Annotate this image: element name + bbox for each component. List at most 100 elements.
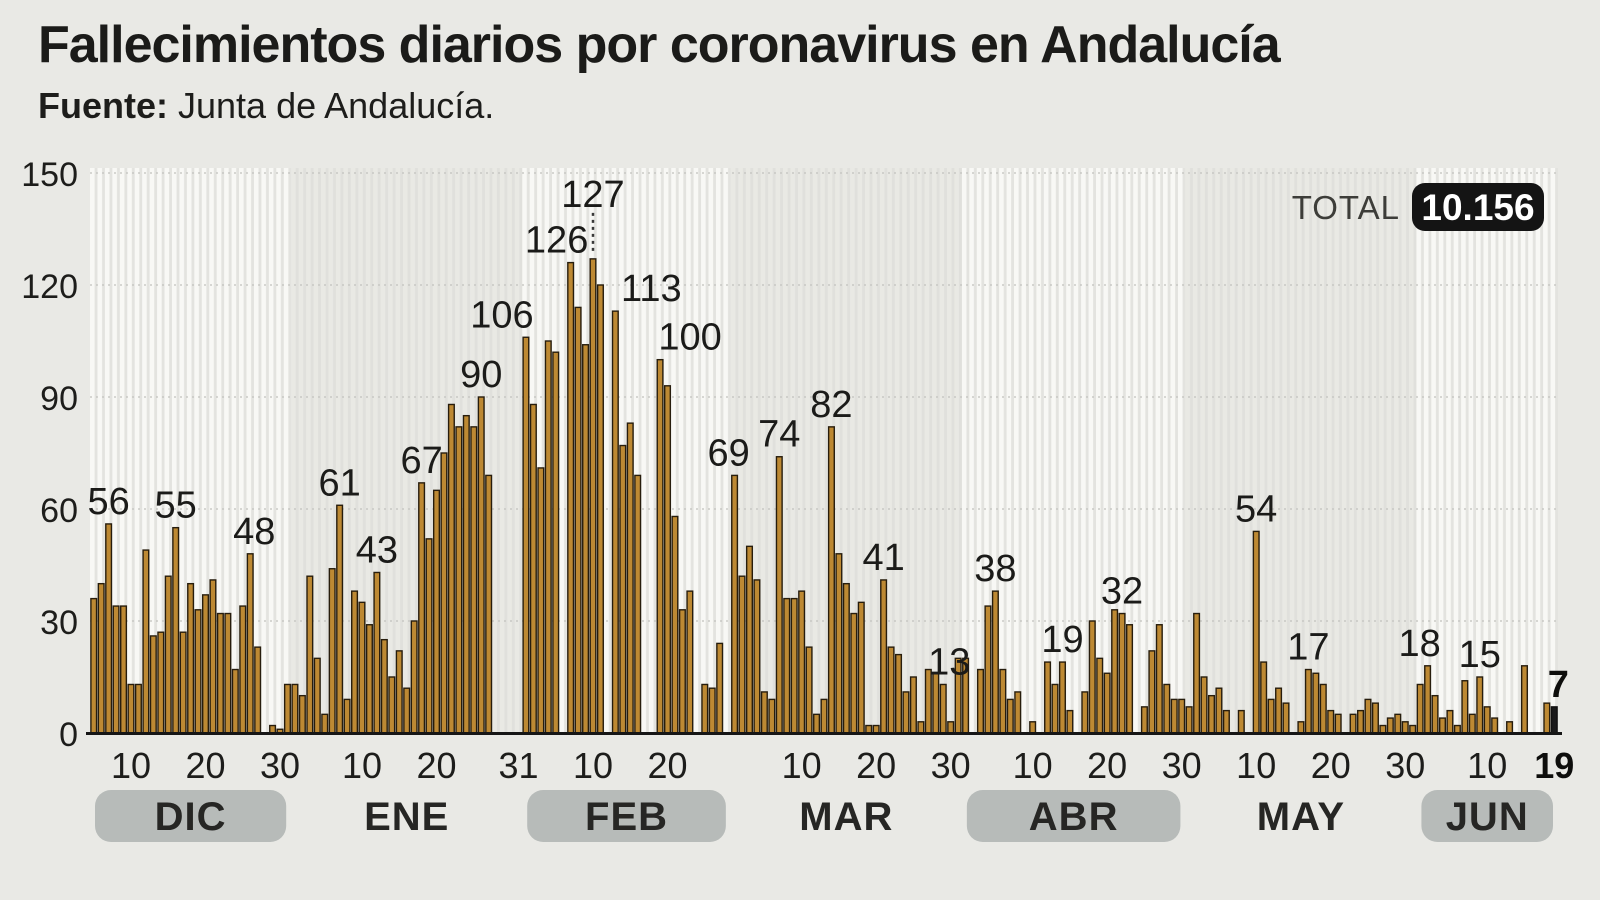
x-tick-label: 20 [185,745,225,786]
bar [328,568,336,734]
bar [537,467,545,734]
peak-value-label: 41 [862,537,904,579]
x-tick-label: 20 [1311,745,1351,786]
x-tick-label: 10 [1236,745,1276,786]
month-bands [90,168,1558,733]
y-tick-label: 120 [21,268,78,306]
bar [1103,672,1111,734]
bar [142,549,150,734]
bar [984,605,992,734]
peak-value-label: 113 [621,268,682,310]
peak-value-label: 38 [974,548,1016,590]
bar [388,676,396,734]
bar [1148,650,1156,734]
bar [1364,698,1372,734]
x-tick-label: 10 [573,745,613,786]
bar [1409,724,1417,734]
bar [1416,683,1424,734]
peak-value-label: 32 [1101,571,1143,613]
bar [403,687,411,734]
bar [425,538,433,734]
bar [686,590,694,734]
bar [939,683,947,734]
bar [663,385,672,734]
bar [1327,709,1335,734]
y-tick-label: 0 [59,716,78,754]
bar [127,683,135,734]
bar [164,575,172,734]
bar [283,683,291,734]
bar [1185,706,1193,734]
bar [589,258,597,734]
month-pill-feb [527,790,726,842]
x-tick-label: 31 [498,745,538,786]
bar [1386,717,1394,734]
bar [201,594,210,734]
bar [1222,709,1230,734]
bar [1461,680,1469,734]
bar [194,609,202,734]
peak-value-label: 43 [356,529,398,571]
bar [701,683,709,734]
bar [768,698,776,734]
bar [902,691,910,734]
bar [1349,713,1357,734]
x-tick-label: 10 [1467,745,1507,786]
bar [1140,706,1148,734]
bar [656,358,664,734]
bar [947,721,955,734]
bar [1401,721,1409,734]
bar [1200,676,1208,734]
bar [671,515,679,734]
bar [358,601,366,734]
bar [313,657,321,734]
x-axis-labels: 10 20 30 10 20 31 10 20 10 20 30 10 20 30 10 20 30 10 19 [111,745,1574,786]
bar [1431,694,1439,734]
month-band-abr [961,168,1186,733]
x-tick-label: 10 [782,745,822,786]
bar [1118,612,1126,734]
month-pill-abr [966,790,1181,842]
total-value: 10.156 [1421,187,1534,228]
bar [872,724,880,734]
bar [574,306,582,734]
bar [373,571,381,734]
bar [1357,709,1365,734]
bar [731,474,739,734]
bar [365,624,373,734]
bar [835,553,843,734]
bar [1520,665,1528,734]
month-label-ene: ENE [364,795,449,839]
bar [1379,724,1387,734]
bar [1424,665,1432,734]
bar [567,261,575,734]
bar [999,668,1007,734]
bar [857,601,865,734]
x-tick-label: 30 [1385,745,1425,786]
bar [827,426,835,734]
bar [619,444,627,734]
bar [805,646,813,734]
x-tick-label: 20 [1087,745,1127,786]
peak-value-label: 127 [561,174,624,216]
peak-value-label: 69 [707,432,749,474]
x-tick-label: 30 [1162,745,1202,786]
bar [224,612,232,734]
bar [1394,713,1402,734]
bar [1483,706,1491,734]
bar [231,668,239,734]
bar [1006,698,1014,734]
bar [708,687,716,734]
source-text: Junta de Andalucía. [178,84,495,126]
bar [1058,661,1066,734]
bar [187,582,195,734]
x-tick-label: 20 [647,745,687,786]
bar-latest-day [1550,706,1558,734]
bar [775,456,783,734]
bar [254,646,262,734]
x-tick-label: 10 [1013,745,1053,786]
bar [1178,698,1186,734]
bar [753,579,761,734]
bar [1491,717,1499,734]
bar [1155,624,1163,734]
